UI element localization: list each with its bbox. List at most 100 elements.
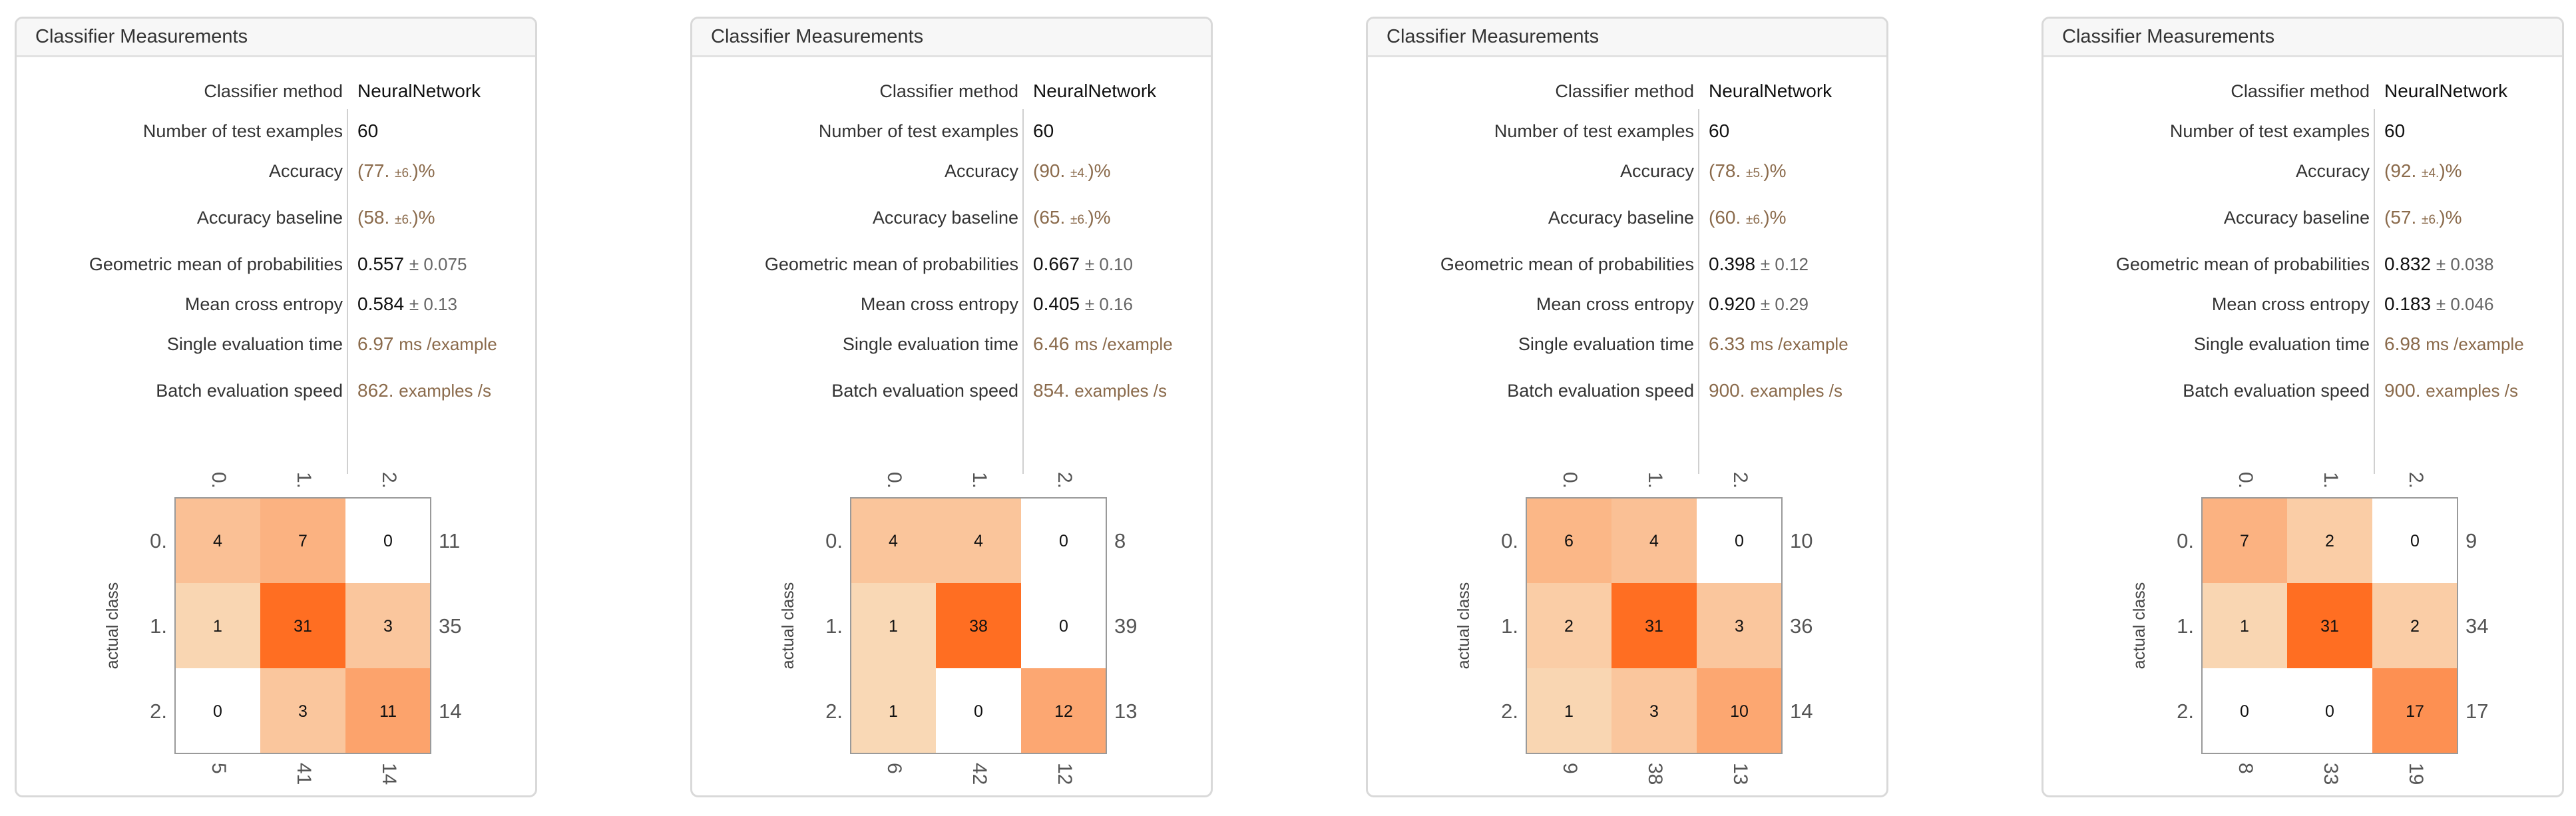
metric-value: 0.832 ± 0.038: [2384, 254, 2493, 275]
matrix-cell-value: 3: [1649, 702, 1659, 721]
metric-label: Geometric mean of probabilities: [89, 254, 343, 274]
uncertainty-text: ± 0.13: [409, 294, 457, 314]
classifier-panel: Classifier Measurements Classifier method…: [1366, 17, 1888, 813]
row-total: 13: [1114, 700, 1137, 723]
row-label: 0.: [825, 529, 843, 552]
metric-row: Accuracy baseline (58. ±6.)%: [17, 200, 536, 237]
unit-text: examples /s: [1750, 381, 1843, 401]
column-total: 5: [208, 763, 230, 774]
metric-label: Classifier method: [2231, 81, 2370, 101]
column-divider: [347, 109, 348, 474]
close-paren: )%: [1763, 160, 1787, 181]
matrix-cell: [936, 583, 1021, 668]
metric-label: Accuracy: [268, 161, 343, 181]
column-divider: [2374, 109, 2375, 474]
value-text: 0.920: [1709, 294, 1756, 314]
row-label: 2.: [2177, 700, 2194, 723]
column-total: 9: [1559, 763, 1581, 774]
metric-value: 60: [2384, 120, 2405, 142]
metric-row: Classifier method NeuralNetwork: [692, 73, 1211, 110]
unit-text: ms /example: [399, 334, 497, 354]
metric-label: Geometric mean of probabilities: [1440, 254, 1694, 274]
classifier-panel: Classifier Measurements Classifier method…: [2041, 17, 2564, 813]
metric-row: Number of test examples 60: [1368, 113, 1887, 150]
value-text: 900.: [1709, 380, 1745, 401]
column-total: 8: [2235, 763, 2256, 774]
metric-label: Accuracy baseline: [196, 208, 343, 228]
value-text: 60: [1033, 120, 1054, 141]
matrix-cell-value: 4: [213, 532, 222, 550]
panel-title[interactable]: Classifier Measurements: [1368, 19, 1886, 57]
x-axis-label: predicted class: [248, 811, 359, 813]
matrix-cell: [2202, 498, 2287, 583]
open-paren: (: [357, 160, 364, 181]
metric-row: Geometric mean of probabilities 0.832 ± 0…: [2043, 246, 2563, 284]
metric-label: Accuracy: [1619, 161, 1694, 181]
metric-value: 0.557 ± 0.075: [357, 254, 467, 275]
matrix-cell-value: 3: [1735, 617, 1744, 636]
column-label: 1.: [2320, 472, 2342, 489]
matrix-cell: [345, 668, 431, 753]
value-text: 6.98: [2384, 333, 2421, 354]
matrix-cell: [2287, 583, 2372, 668]
metric-value: (65. ±6.)%: [1033, 207, 1111, 228]
confusion-matrix: 640231313100.1.2.0.1.2.10361493813predic…: [1454, 472, 1813, 813]
matrix-cell-value: 0: [383, 532, 393, 550]
uncertainty-text: ± 0.046: [2436, 294, 2494, 314]
open-paren: (: [1709, 160, 1715, 181]
row-total: 39: [1114, 614, 1137, 638]
x-axis-label: predicted class: [923, 811, 1034, 813]
open-paren: (: [1709, 207, 1715, 228]
value-text: 0.183: [2384, 294, 2432, 314]
metric-value: 0.183 ± 0.046: [2384, 294, 2493, 315]
unit-text: ms /example: [1074, 334, 1173, 354]
matrix-cell-value: 11: [379, 702, 397, 721]
metric-value: 60: [1033, 120, 1054, 142]
metric-row: Mean cross entropy 0.405 ± 0.16: [692, 286, 1211, 323]
value-text: NeuralNetwork: [357, 81, 481, 101]
panel-title[interactable]: Classifier Measurements: [2043, 19, 2562, 57]
column-label: 2.: [1054, 472, 1076, 489]
matrix-frame: [1526, 497, 1783, 754]
matrix-cell-value: 12: [1054, 702, 1073, 721]
matrix-cell-value: 7: [298, 532, 308, 550]
matrix-cell: [2372, 668, 2458, 753]
matrix-cell-value: 10: [1730, 702, 1749, 721]
row-total: 10: [1790, 529, 1813, 552]
panel-title[interactable]: Classifier Measurements: [692, 19, 1211, 57]
metric-value: 862. examples /s: [357, 380, 491, 401]
metric-label: Accuracy: [2295, 161, 2370, 181]
close-paren: )%: [412, 160, 435, 181]
matrix-cell: [851, 498, 936, 583]
metric-label: Single evaluation time: [166, 334, 343, 354]
row-label: 0.: [150, 529, 167, 552]
value-text: 0.584: [357, 294, 405, 314]
close-paren: )%: [412, 207, 435, 228]
matrix-cell: [851, 583, 936, 668]
x-axis-label: predicted class: [1599, 811, 1710, 813]
panel-title[interactable]: Classifier Measurements: [17, 19, 535, 57]
matrix-cell: [175, 498, 260, 583]
column-label: 0.: [883, 472, 905, 489]
classifier-panel: Classifier Measurements Classifier method…: [15, 17, 537, 813]
matrix-cell: [175, 668, 260, 753]
value-text: 60.: [1715, 207, 1741, 228]
matrix-cell: [1526, 668, 1611, 753]
y-axis-label: actual class: [103, 582, 122, 670]
classifier-panel: Classifier Measurements Classifier method…: [690, 17, 1213, 813]
x-axis-label: predicted class: [2274, 811, 2386, 813]
matrix-cell-value: 2: [1564, 617, 1574, 636]
metric-label: Geometric mean of probabilities: [2115, 254, 2370, 274]
matrix-cell-value: 7: [2240, 532, 2249, 550]
metric-label: Classifier method: [1555, 81, 1694, 101]
matrix-cell: [1526, 583, 1611, 668]
matrix-cell-value: 31: [294, 617, 312, 636]
matrix-cell: [1021, 668, 1106, 753]
confusion-matrix: 4 4 0 1 38 0 1 0 12 0. 1. 2. 0. 1. 2. 8 39 13 6 42 12 predict…: [779, 472, 1137, 813]
value-text: NeuralNetwork: [2384, 81, 2508, 101]
metric-label: Mean cross entropy: [184, 294, 343, 314]
metric-value: 0.920 ± 0.29: [1709, 294, 1809, 315]
metric-value: 900. examples /s: [1709, 380, 1842, 401]
metric-value: (57. ±6.)%: [2384, 207, 2462, 228]
matrix-cell-value: 0: [1059, 617, 1068, 636]
